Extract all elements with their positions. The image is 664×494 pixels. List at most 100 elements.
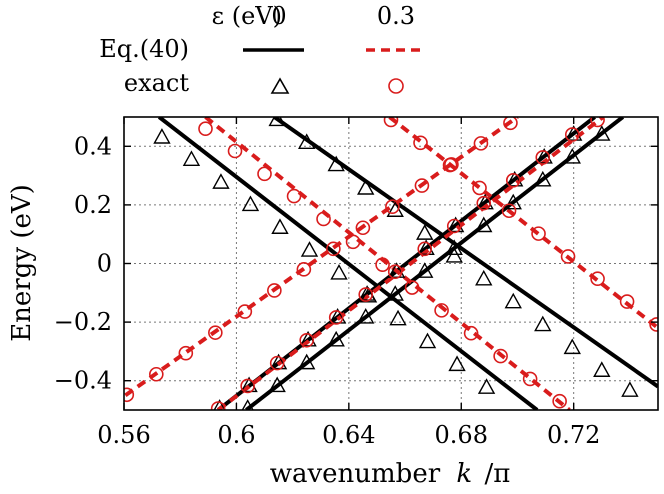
series-3-point-10 [414,178,430,193]
y-tick-label: 0.4 [74,132,112,160]
series-2-line-1 [204,117,571,410]
series-1-point-25 [213,399,226,410]
series-1-point-21 [534,315,552,332]
series-1-point-23 [593,361,611,377]
x-tick-label: 0.68 [435,421,488,449]
series-3-point-25 [522,371,538,387]
series-3-point-26 [552,393,567,409]
series-3-point-18 [316,211,331,227]
series-1-point-41 [327,330,345,347]
series-1-point-37 [564,125,583,141]
legend-triangle-marker [270,77,290,94]
series-1-point-4 [271,218,289,234]
series-1-point-45 [445,239,463,256]
legend-row-eq40: Eq.(40) [99,35,189,63]
series-0-line-0 [157,117,539,410]
series-3-point-39 [269,355,285,371]
series-1-point-28 [299,330,317,347]
series-1-point-5 [300,241,319,257]
series-1-point-13 [297,133,316,149]
series-1-point-8 [389,309,407,326]
series-1-point-3 [241,195,260,212]
series-1-point-49 [563,147,581,164]
series-1-point-46 [475,216,493,233]
series-1-point-33 [446,216,465,233]
x-axis-label-word: wavenumber [270,459,441,489]
series-3-point-32 [531,226,546,241]
series-1-point-34 [476,193,494,210]
series-2-line-2 [388,117,658,330]
series-1-point-32 [417,239,435,256]
legend-col-eps-03: 0.3 [377,2,415,30]
legend-circle-marker [388,78,404,94]
series-3-point-43 [387,264,403,280]
x-tick-label: 0.64 [322,421,375,449]
series-3-point-0 [124,387,135,403]
series-3-point-15 [227,143,243,159]
series-1-point-22 [563,338,581,355]
series-3-point-42 [358,287,374,302]
series-1-point-35 [505,170,524,187]
series-3-point-16 [257,166,272,182]
series-1-point-11 [477,378,496,394]
y-axis-label: Energy (eV) [7,184,37,342]
series-1-point-24 [621,381,639,397]
series-1-point-38 [241,399,254,410]
series-1-point-26 [240,376,258,393]
series-3-point-30 [472,180,487,196]
x-axis-label-k: k [456,459,472,489]
series-0-line-3 [245,117,625,410]
y-tick-label: −0.2 [54,308,112,336]
series-3-point-4 [237,304,253,319]
series-3-point-36 [649,317,658,332]
series-3-point-34 [590,271,605,287]
x-axis-label: wavenumber k /π [270,459,511,489]
series-3-point-41 [328,310,344,325]
series-1-point-1 [182,150,201,166]
series-1-point-44 [416,262,434,278]
series-1-point-30 [358,285,376,301]
series-3-point-23 [463,325,479,341]
series-3-point-40 [299,332,314,348]
y-tick-label: 0 [97,250,112,278]
series-3-point-35 [619,294,635,309]
series-3-point-20 [375,257,390,272]
series-1-point-2 [212,173,230,189]
series-1-point-40 [297,353,316,370]
x-tick-label: 0.72 [547,421,600,449]
series-3-point-5 [267,283,282,298]
series-1-point-18 [445,247,463,263]
series-3-point-37 [210,401,226,410]
series-3-point-8 [355,220,371,236]
y-tick-label: 0.2 [74,191,112,219]
series-1-point-27 [269,353,288,370]
series-1-point-43 [386,285,404,301]
plot-area [124,117,658,410]
legend: ε (eV) 0 0.3 Eq.(40) exact [99,2,426,97]
series-1-point-6 [330,264,348,280]
series-1-point-12 [268,117,286,127]
series-3-point-14 [198,121,213,137]
series-3-point-17 [286,188,302,204]
series-3-point-50 [590,117,605,128]
series-3-point-49 [564,127,580,142]
series-3-point-3 [208,325,223,340]
series-3-point-48 [535,150,551,165]
series-1-point-36 [535,147,553,164]
series-1-point-48 [534,170,552,187]
series-1-point-14 [327,155,345,172]
series-3-point-38 [240,378,255,394]
series-1-point-20 [504,292,522,309]
series-3-point-13 [503,117,518,131]
legend-row-exact: exact [124,69,189,97]
series-3-point-24 [493,348,508,364]
series-1-point-10 [448,355,466,372]
series-3-point-31 [501,203,517,219]
x-tick-label: 0.56 [97,421,150,449]
series-3-point-22 [434,303,449,318]
series-1-point-47 [504,193,522,210]
x-tick-label: 0.6 [217,421,255,449]
series-3-point-29 [442,157,458,173]
series-1-point-50 [593,125,611,141]
